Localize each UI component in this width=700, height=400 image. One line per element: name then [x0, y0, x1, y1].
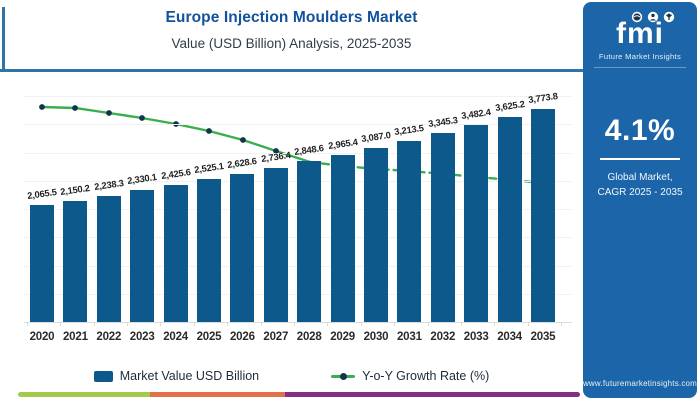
x-axis-label-2025: 2025	[196, 331, 222, 343]
x-axis-label-2031: 2031	[396, 331, 422, 343]
person-arms-up-icon	[663, 11, 675, 23]
website-url: www.futuremarketinsights.com	[582, 379, 698, 388]
chart-header: Europe Injection Moulders Market Value (…	[0, 0, 583, 72]
cagr-divider	[600, 158, 680, 160]
bar-value-label: 3,773.8	[527, 90, 559, 106]
x-axis-tick	[561, 322, 563, 326]
bar-line-chart: 2,065.5 2020 2,150.2 2021 2,238.3 2022 2,330.1…	[24, 90, 572, 343]
line-swatch-icon	[331, 372, 356, 380]
bar-2031	[397, 140, 422, 322]
bar-2029	[330, 154, 355, 322]
gridline	[24, 152, 572, 154]
x-axis-tick	[327, 322, 329, 326]
bar-2022	[96, 195, 121, 322]
x-axis-tick	[494, 322, 496, 326]
x-axis-tick	[294, 322, 295, 326]
x-axis-tick	[394, 322, 396, 326]
page-title: Europe Injection Moulders Market	[165, 9, 418, 26]
x-axis-label-2030: 2030	[363, 331, 389, 343]
legend-item-market-value: Market Value USD Billion	[93, 369, 260, 383]
x-axis-tick	[360, 322, 362, 326]
bar-2030	[364, 147, 388, 322]
x-axis-tick	[127, 322, 128, 326]
cagr-caption-line2: CAGR 2025 - 2035	[597, 187, 683, 198]
bar-2020	[30, 205, 54, 322]
x-axis-label-2020: 2020	[29, 331, 55, 343]
bar-swatch-icon	[93, 370, 113, 382]
x-axis-label-2028: 2028	[296, 331, 322, 343]
header-left-accent	[2, 7, 5, 69]
x-axis-label-2021: 2021	[62, 331, 88, 343]
bar-2024	[163, 185, 188, 322]
footer-color-bar	[18, 392, 580, 397]
cagr-caption: Global Market, CAGR 2025 - 2035	[597, 170, 682, 200]
x-axis-label-2034: 2034	[497, 331, 522, 343]
footer-segment-green	[18, 392, 150, 397]
x-axis-tick	[193, 322, 195, 326]
bar-2028	[297, 161, 322, 322]
x-axis-label-2029: 2029	[330, 331, 355, 343]
bar-2023	[130, 190, 155, 322]
brand-sidebar: fmi Future Market Insights 4.1% Global M…	[583, 2, 697, 398]
x-axis-label-2035: 2035	[530, 331, 556, 343]
bar-2025	[197, 179, 221, 322]
logo-divider	[594, 67, 686, 68]
x-axis-tick	[461, 322, 462, 326]
x-axis-tick	[527, 322, 529, 326]
chart-legend: Market Value USD Billion Y-o-Y Growth Ra…	[0, 366, 583, 386]
x-axis-label-2024: 2024	[163, 331, 188, 343]
x-axis-tick	[260, 322, 262, 326]
cagr-value: 4.1%	[604, 114, 676, 147]
bar-2027	[263, 167, 288, 322]
bar-2026	[230, 173, 255, 322]
x-axis-tick	[93, 322, 95, 326]
x-axis-label-2026: 2026	[229, 331, 255, 343]
footer-segment-purple	[285, 392, 580, 397]
gridline	[24, 124, 572, 126]
cagr-caption-line1: Global Market,	[607, 172, 673, 183]
x-axis-tick	[26, 322, 28, 326]
x-axis-label-2022: 2022	[96, 331, 122, 343]
globe-icon	[631, 11, 643, 23]
x-axis-label-2027: 2027	[263, 331, 289, 343]
fmi-logo: fmi Future Market Insights	[594, 11, 686, 68]
gridline	[24, 96, 572, 98]
x-axis-tick	[427, 322, 429, 326]
footer-segment-orange	[150, 392, 285, 397]
bar-2021	[63, 200, 88, 322]
bar-2032	[430, 133, 455, 322]
person-icon	[647, 11, 659, 23]
logo-subtext: Future Market Insights	[598, 52, 682, 61]
x-axis-tick	[160, 322, 162, 326]
bar-2035	[531, 109, 555, 322]
page-subtitle: Value (USD Billion) Analysis, 2025-2035	[171, 36, 412, 51]
x-axis	[24, 322, 572, 323]
legend-label-market-value: Market Value USD Billion	[119, 369, 260, 383]
logo-icons	[631, 11, 675, 23]
header-divider	[0, 69, 583, 72]
legend-label-growth-rate: Y-o-Y Growth Rate (%)	[362, 369, 490, 383]
logo-wordmark: fmi	[616, 17, 664, 50]
bar-2033	[464, 125, 489, 322]
x-axis-label-2023: 2023	[129, 331, 155, 343]
bar-2034	[497, 117, 522, 322]
x-axis-label-2033: 2033	[463, 331, 489, 343]
x-axis-label-2032: 2032	[430, 331, 456, 343]
x-axis-tick	[60, 322, 62, 326]
legend-item-growth-rate: Y-o-Y Growth Rate (%)	[331, 369, 489, 383]
x-axis-tick	[227, 322, 229, 326]
